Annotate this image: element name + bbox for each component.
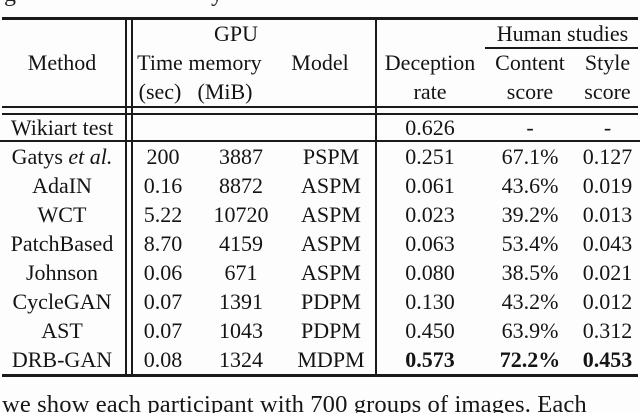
method-cell: Gatys et al. [11,144,113,169]
time-cell: 0.16 [143,173,183,198]
style-cell: 0.043 [582,231,633,256]
model-deception-vrule [374,17,377,376]
method-cell: Johnson [25,260,99,285]
model-cell: ASPM [301,231,361,256]
table-row-adain: AdaIN 0.16 8872 ASPM 0.061 43.6% 0.019 [0,171,640,200]
method-cell: PatchBased [10,231,114,256]
deception-cell: 0.251 [405,144,455,169]
table-bottom-rule [2,374,638,377]
content-sub-header: score [506,79,554,104]
time-column-header: Time [137,50,183,75]
human-studies-cmidrule [485,47,638,49]
deception-cell: 0.573 [405,347,455,372]
content-cell: 72.2% [499,347,561,372]
memory-cell: 1043 [219,318,263,343]
content-column-header: Content [495,50,565,75]
content-cell: 43.6% [501,173,559,198]
memory-column-header: memory [188,50,262,75]
method-double-vrule-right [130,17,133,376]
header-double-rule-lower [2,113,638,115]
table-top-rule [2,17,638,20]
memory-cell: 671 [224,260,258,285]
gpu-group-header: GPU [213,21,258,46]
model-column-header: Model [291,50,349,75]
table-row-gatys: Gatys et al. 200 3887 PSPM 0.251 67.1% 0… [0,142,640,171]
time-cell: 8.70 [143,231,183,256]
method-double-vrule-left [124,17,127,376]
method-cell: AST [41,318,83,343]
table-row-johnson: Johnson 0.06 671 ASPM 0.080 38.5% 0.021 [0,258,640,287]
cropped-glyph-fragment: y [211,0,223,8]
style-cell: - [603,115,612,140]
memory-cell: 1324 [219,347,263,372]
style-sub-header: score [584,79,631,104]
table-row-wikiart-test: Wikiart test 0.626 - - [0,115,640,140]
time-cell: 0.06 [143,260,183,285]
memory-cell: 4159 [219,231,263,256]
model-cell: PDPM [301,318,361,343]
deception-cell: 0.080 [405,260,455,285]
content-cell: 39.2% [501,202,559,227]
deception-cell: 0.061 [405,173,455,198]
table-row-drb-gan: DRB-GAN 0.08 1324 MDPM 0.573 72.2% 0.453 [0,345,640,374]
deception-cell: 0.450 [405,318,455,343]
style-cell: 0.312 [582,318,633,343]
deception-sub-header: rate [413,79,447,104]
style-cell: 0.012 [582,289,633,314]
model-cell: ASPM [301,260,361,285]
content-cell: 38.5% [501,260,559,285]
memory-cell: 1391 [219,289,263,314]
human-studies-group-header: Human studies [496,21,629,46]
content-cell: 67.1% [501,144,559,169]
method-column-header: Method [27,50,97,75]
time-cell: 0.07 [143,289,183,314]
header-double-rule-upper [2,106,638,108]
method-cell: AdaIN [32,173,92,198]
deception-cell: 0.626 [405,115,455,140]
style-column-header: Style [584,50,631,75]
deception-cell: 0.023 [405,202,455,227]
method-cell: Wikiart test [10,115,114,140]
memory-cell: 10720 [213,202,269,227]
model-cell: PSPM [302,144,360,169]
model-cell: MDPM [297,347,365,372]
cropped-text-line-above: g y [0,0,640,9]
method-cell: CycleGAN [12,289,112,314]
model-cell: ASPM [301,173,361,198]
table-row-cyclegan: CycleGAN 0.07 1391 PDPM 0.130 43.2% 0.01… [0,287,640,316]
time-cell: 5.22 [143,202,183,227]
style-cell: 0.127 [582,144,633,169]
time-unit-header: (sec) [138,79,182,104]
table-row-wct: WCT 5.22 10720 ASPM 0.023 39.2% 0.013 [0,200,640,229]
model-cell: PDPM [301,289,361,314]
style-cell: 0.019 [582,173,633,198]
table-row-ast: AST 0.07 1043 PDPM 0.450 63.9% 0.312 [0,316,640,345]
content-cell: 43.2% [501,289,559,314]
cropped-glyph-fragment: g [4,0,16,8]
method-cell: WCT [37,202,87,227]
style-cell: 0.021 [582,260,633,285]
content-cell: 63.9% [501,318,559,343]
memory-cell: 8872 [219,173,263,198]
cropped-body-text-line: we show each participant with 700 groups… [2,391,587,413]
table-row-patchbased: PatchBased 8.70 4159 ASPM 0.063 53.4% 0.… [0,229,640,258]
model-cell: ASPM [301,202,361,227]
memory-cell: 3887 [219,144,263,169]
content-cell: 53.4% [501,231,559,256]
deception-column-header: Deception [384,50,476,75]
deception-cell: 0.063 [405,231,455,256]
deception-cell: 0.130 [405,289,455,314]
style-cell: 0.453 [582,347,633,372]
memory-unit-header: (MiB) [197,79,253,104]
time-cell: 0.07 [143,318,183,343]
method-cell: DRB-GAN [11,347,113,372]
style-cell: 0.013 [582,202,633,227]
baseline-row-separator-rule [0,140,640,142]
content-cell: - [526,115,534,140]
time-cell: 0.08 [143,347,183,372]
time-cell: 200 [146,144,180,169]
